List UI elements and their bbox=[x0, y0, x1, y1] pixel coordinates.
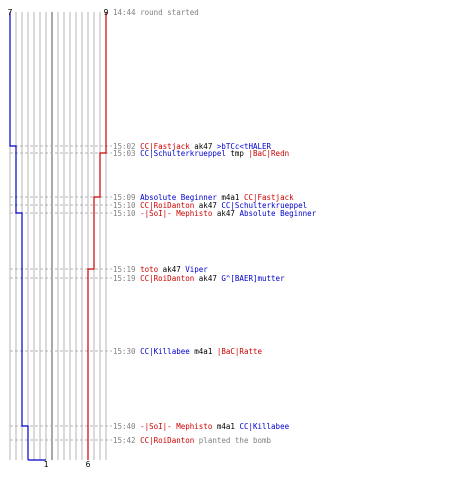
event-time: 15:09 bbox=[113, 193, 136, 202]
t-player-name: |BaC|Ratte bbox=[217, 347, 263, 356]
alive-lines bbox=[9, 12, 107, 461]
ct-player-name: Absolute Beginner bbox=[140, 193, 217, 202]
ct-player-name: CC|Schulterkrueppel bbox=[221, 201, 307, 210]
event-row: 15:19 toto ak47 Viper bbox=[113, 265, 208, 274]
event-time: 14:44 bbox=[113, 8, 136, 17]
score-labels: 7 9 1 6 bbox=[8, 8, 109, 469]
ct-player-name: G^[BAER]mutter bbox=[221, 274, 285, 283]
weapon-name: ak47 bbox=[212, 209, 239, 218]
event-connectors bbox=[10, 145, 112, 441]
event-row: 15:02 CC|Fastjack ak47 >bTCc<tHALER bbox=[113, 142, 272, 151]
t-end-count: 6 bbox=[86, 460, 91, 469]
t-player-name: CC|RoiDanton bbox=[140, 436, 194, 445]
weapon-name: ak47 bbox=[190, 142, 217, 151]
t-alive-line bbox=[87, 12, 107, 460]
ct-player-name: Viper bbox=[185, 265, 208, 274]
ct-player-name: CC|Killabee bbox=[140, 347, 190, 356]
t-player-name: -|SoI|- Mephisto bbox=[140, 209, 213, 218]
event-row: 15:09 Absolute Beginner m4a1 CC|Fastjack bbox=[113, 193, 294, 202]
t-player-name: CC|RoiDanton bbox=[140, 274, 194, 283]
weapon-name: m4a1 bbox=[217, 193, 244, 202]
event-message: planted the bomb bbox=[194, 436, 271, 445]
event-time: 15:10 bbox=[113, 201, 136, 210]
event-row: 15:42 CC|RoiDanton planted the bomb bbox=[113, 436, 272, 445]
weapon-name: tmp bbox=[226, 149, 249, 158]
t-player-name: |BaC|Redn bbox=[248, 149, 289, 158]
event-time: 15:19 bbox=[113, 265, 136, 274]
ct-player-name: CC|Schulterkrueppel bbox=[140, 149, 226, 158]
weapon-name: ak47 bbox=[158, 265, 185, 274]
t-player-name: CC|RoiDanton bbox=[140, 201, 194, 210]
t-start-count: 9 bbox=[104, 8, 109, 17]
event-row: 15:10 -|SoI|- Mephisto ak47 Absolute Beg… bbox=[113, 209, 317, 218]
event-time: 15:42 bbox=[113, 436, 136, 445]
ct-start-count: 7 bbox=[8, 8, 13, 17]
ct-player-name: CC|Killabee bbox=[239, 422, 289, 431]
t-player-name: toto bbox=[140, 265, 159, 274]
event-row: 15:19 CC|RoiDanton ak47 G^[BAER]mutter bbox=[113, 274, 285, 283]
weapon-name: ak47 bbox=[194, 201, 221, 210]
event-row: 15:40 -|SoI|- Mephisto m4a1 CC|Killabee bbox=[113, 422, 290, 431]
event-time: 15:40 bbox=[113, 422, 136, 431]
weapon-name: m4a1 bbox=[212, 422, 239, 431]
ct-player-name: Absolute Beginner bbox=[239, 209, 316, 218]
t-player-name: CC|Fastjack bbox=[140, 142, 190, 151]
event-log: 14:44 round started 15:02 CC|Fastjack ak4… bbox=[113, 8, 317, 445]
weapon-name: m4a1 bbox=[190, 347, 217, 356]
event-time: 15:19 bbox=[113, 274, 136, 283]
weapon-name: ak47 bbox=[194, 274, 221, 283]
t-player-name: CC|Fastjack bbox=[244, 193, 294, 202]
event-time: 15:10 bbox=[113, 209, 136, 218]
event-row: 14:44 round started bbox=[113, 8, 199, 17]
event-row: 15:30 CC|Killabee m4a1 |BaC|Ratte bbox=[113, 347, 262, 356]
ct-player-name: >bTCc<tHALER bbox=[217, 142, 272, 151]
event-time: 15:02 bbox=[113, 142, 136, 151]
event-row: 15:10 CC|RoiDanton ak47 CC|Schulterkruep… bbox=[113, 201, 307, 210]
event-time: 15:30 bbox=[113, 347, 136, 356]
event-time: 15:03 bbox=[113, 149, 136, 158]
event-row: 15:03 CC|Schulterkrueppel tmp |BaC|Redn bbox=[113, 149, 289, 158]
event-message: round started bbox=[140, 8, 199, 17]
ct-alive-line bbox=[9, 12, 29, 460]
t-player-name: -|SoI|- Mephisto bbox=[140, 422, 213, 431]
player-grid bbox=[9, 12, 107, 460]
ct-end-count: 1 bbox=[44, 460, 49, 469]
